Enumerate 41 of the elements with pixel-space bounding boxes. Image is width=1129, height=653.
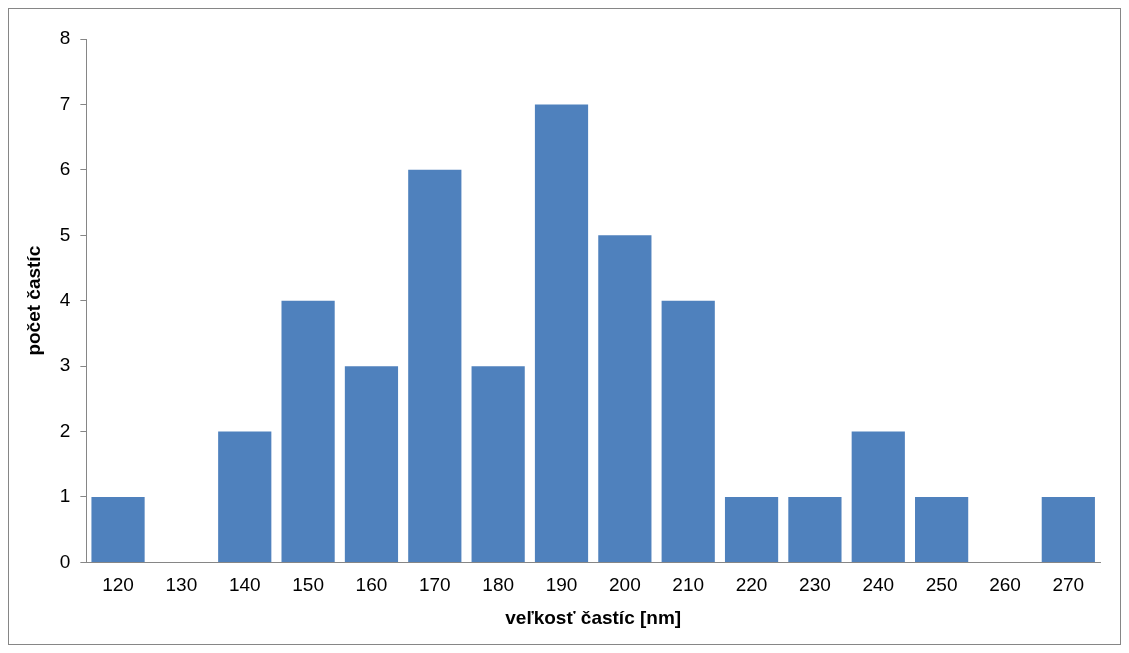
x-axis-title: veľkosť častíc [nm]	[505, 606, 682, 628]
bar	[534, 104, 589, 562]
x-tick-label: 270	[1052, 574, 1085, 596]
x-tick-label: 150	[292, 574, 324, 596]
y-tick-label: 8	[59, 27, 71, 49]
x-tick-label: 250	[925, 574, 958, 596]
x-tick-label: 170	[418, 574, 451, 596]
x-tick-label: 260	[989, 574, 1021, 596]
bar	[218, 431, 272, 562]
x-tick-label: 230	[799, 574, 831, 596]
x-tick-label: 120	[102, 574, 134, 596]
bar	[1041, 496, 1095, 562]
x-tick-label: 240	[862, 574, 895, 596]
x-tick-label: 190	[545, 574, 578, 596]
bar	[344, 366, 399, 562]
x-tick-label: 220	[735, 574, 768, 596]
x-tick-label: 130	[165, 574, 198, 596]
bar	[471, 366, 525, 562]
x-tick-label: 180	[482, 574, 515, 596]
x-tick-label: 210	[672, 574, 705, 596]
bar	[598, 235, 652, 562]
y-tick-label: 3	[59, 354, 71, 376]
y-tick-label: 2	[59, 419, 71, 441]
y-tick-label: 0	[59, 550, 71, 572]
y-tick-label: 4	[59, 288, 71, 310]
bar	[91, 496, 145, 562]
bar	[408, 169, 462, 562]
bar	[281, 300, 335, 562]
y-tick-label: 6	[59, 158, 71, 180]
bar	[915, 496, 969, 562]
x-tick-label: 160	[355, 574, 388, 596]
bar	[661, 300, 715, 562]
y-axis-title: počet častíc	[22, 245, 44, 356]
y-tick-label: 1	[59, 485, 71, 507]
bar	[851, 431, 905, 562]
bar	[788, 496, 842, 562]
y-tick-label: 7	[59, 92, 71, 114]
x-tick-label: 140	[228, 574, 261, 596]
bar	[724, 496, 779, 562]
x-tick-label: 200	[609, 574, 641, 596]
y-tick-label: 5	[59, 223, 71, 245]
